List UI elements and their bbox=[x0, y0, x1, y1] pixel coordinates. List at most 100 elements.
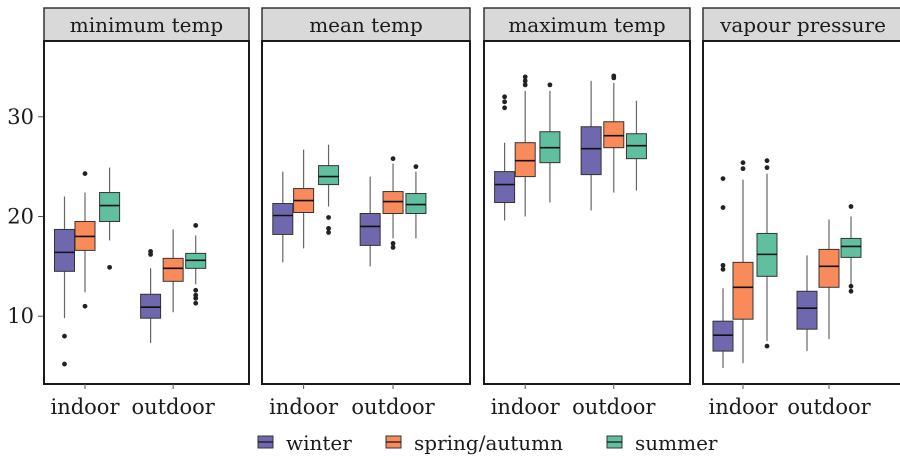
x-tick-label: indoor bbox=[708, 395, 778, 419]
outlier-point bbox=[740, 166, 746, 172]
legend-label: winter bbox=[286, 431, 352, 455]
outlier-point bbox=[390, 156, 396, 162]
x-tick-label: indoor bbox=[50, 395, 120, 419]
box-body bbox=[272, 203, 294, 235]
box-indoor-spring-autumn bbox=[293, 149, 315, 249]
facet-panel-mean-temp: mean temp indoor outdoor bbox=[261, 7, 471, 419]
box-body bbox=[162, 257, 184, 282]
box-body bbox=[405, 193, 427, 214]
outlier-point bbox=[107, 264, 112, 270]
outlier-point bbox=[848, 283, 854, 289]
outlier-point bbox=[611, 75, 617, 81]
box-body bbox=[580, 126, 602, 176]
outlier-point bbox=[326, 215, 331, 220]
outlier-point bbox=[82, 171, 88, 177]
facet-strip bbox=[43, 7, 250, 42]
x-tick-label: outdoor bbox=[572, 395, 656, 419]
facet-panel-minimum-temp: minimum temp indoor outdoor bbox=[43, 7, 250, 419]
y-tick-label: 20 bbox=[7, 204, 34, 228]
box-body bbox=[840, 237, 862, 258]
x-tick-label: indoor bbox=[491, 395, 561, 419]
box-outdoor-spring-autumn bbox=[382, 156, 404, 250]
outlier-point bbox=[764, 165, 770, 171]
outlier-point bbox=[848, 288, 854, 294]
box-body bbox=[818, 248, 840, 288]
outlier-point bbox=[193, 223, 199, 228]
x-tick-label: outdoor bbox=[787, 395, 871, 419]
box-body bbox=[603, 121, 625, 149]
outlier-point bbox=[764, 158, 770, 164]
outlier-point bbox=[720, 205, 726, 210]
legend-label: spring/autumn bbox=[414, 431, 563, 455]
y-tick-label: 10 bbox=[7, 304, 34, 328]
box-indoor-summer bbox=[539, 82, 561, 203]
box-outdoor-winter bbox=[796, 255, 818, 352]
facet-panel-maximum-temp: maximum temp indoor outdoor bbox=[483, 7, 691, 419]
outlier-point bbox=[502, 94, 507, 100]
box-outdoor-winter bbox=[140, 248, 162, 344]
box-body bbox=[140, 293, 162, 319]
box-indoor-spring-autumn bbox=[732, 160, 754, 364]
box-outdoor-winter bbox=[359, 176, 381, 267]
y-axis: 10 20 30 bbox=[7, 105, 44, 328]
x-tick-label: outdoor bbox=[351, 395, 435, 419]
box-outdoor-summer bbox=[185, 223, 207, 306]
box-outdoor-summer bbox=[625, 100, 647, 191]
facet-panel-vapour-pressure: vapour pressure indoor outdoor bbox=[702, 7, 900, 419]
facet-title: vapour pressure bbox=[719, 13, 886, 37]
box-outdoor-winter bbox=[580, 80, 602, 211]
outlier-point bbox=[390, 244, 396, 250]
legend-label: summer bbox=[635, 431, 718, 455]
facet-title: maximum temp bbox=[508, 13, 665, 37]
outlier-point bbox=[82, 303, 88, 309]
outlier-point bbox=[547, 82, 553, 88]
outlier-point bbox=[62, 333, 67, 339]
box-indoor-summer bbox=[756, 158, 778, 349]
outlier-point bbox=[522, 78, 528, 84]
box-outdoor-summer bbox=[840, 204, 862, 294]
box-body bbox=[732, 261, 754, 320]
box-outdoor-spring-autumn bbox=[818, 219, 840, 340]
outlier-point bbox=[502, 105, 507, 111]
outlier-point bbox=[390, 241, 396, 246]
box-body bbox=[494, 171, 516, 204]
y-tick-label: 30 bbox=[7, 105, 34, 129]
outlier-point bbox=[193, 300, 199, 306]
outlier-point bbox=[62, 361, 67, 367]
box-body bbox=[796, 290, 818, 330]
box-outdoor-summer bbox=[405, 164, 427, 239]
box-body bbox=[318, 165, 340, 186]
outlier-point bbox=[720, 176, 726, 181]
x-tick-label: outdoor bbox=[131, 395, 215, 419]
facet-strip bbox=[261, 7, 471, 42]
facet-strip bbox=[702, 7, 900, 42]
legend-item-summer: summer bbox=[606, 431, 718, 455]
outlier-point bbox=[720, 262, 726, 268]
facet-strip bbox=[483, 7, 691, 42]
outlier-point bbox=[326, 230, 331, 235]
box-indoor-summer bbox=[318, 144, 340, 235]
legend-item-winter: winter bbox=[257, 431, 352, 455]
outlier-point bbox=[522, 74, 528, 80]
plot-frame bbox=[483, 40, 691, 385]
facet-title: minimum temp bbox=[70, 13, 223, 37]
plot-frame bbox=[43, 40, 250, 385]
box-body bbox=[712, 320, 734, 352]
box-indoor-winter bbox=[272, 171, 294, 263]
outlier-point bbox=[720, 266, 726, 272]
box-indoor-winter bbox=[712, 176, 734, 369]
x-tick-label: indoor bbox=[269, 395, 339, 419]
facet-title: mean temp bbox=[309, 13, 423, 37]
box-indoor-winter bbox=[494, 94, 516, 221]
outlier-point bbox=[522, 82, 528, 88]
facet-panels: minimum temp indoor outdoor mean temp indoor… bbox=[43, 7, 900, 419]
outlier-point bbox=[502, 99, 507, 105]
outlier-point bbox=[193, 287, 199, 293]
box-indoor-summer bbox=[99, 167, 121, 270]
box-outdoor-spring-autumn bbox=[162, 229, 184, 313]
box-body bbox=[99, 192, 121, 222]
box-body bbox=[359, 212, 381, 246]
outlier-point bbox=[764, 343, 770, 349]
outlier-point bbox=[740, 160, 746, 166]
